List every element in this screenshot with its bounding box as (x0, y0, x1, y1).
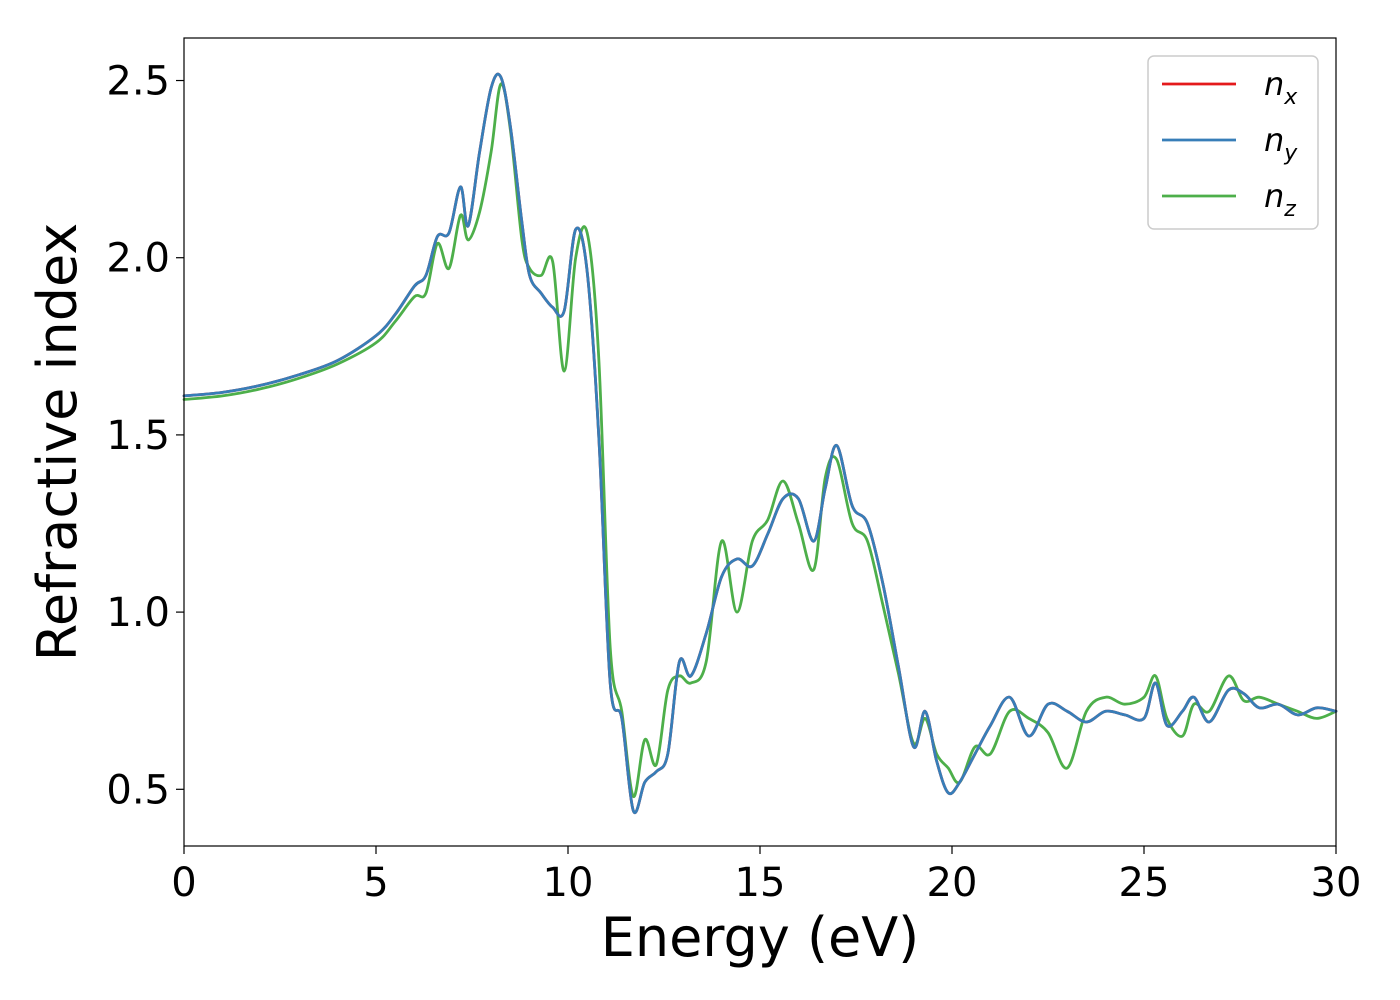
series-line-ny (182, 72, 1338, 815)
series-layer (182, 72, 1338, 815)
y-axis-ticks: 0.5 1.0 1.5 2.0 2.5 (106, 59, 184, 813)
legend-label-ny: ny (1264, 121, 1298, 166)
legend: nx ny nz (1147, 55, 1319, 230)
legend-label-nz: nz (1264, 177, 1296, 222)
y-tick-label: 0.5 (106, 767, 170, 813)
x-tick-label: 15 (735, 860, 786, 906)
x-tick-label: 30 (1311, 860, 1362, 906)
x-axis-ticks: 0 5 10 15 20 25 30 (171, 846, 1361, 906)
y-axis-label: Refractive index (26, 223, 89, 662)
legend-box (1147, 55, 1319, 230)
x-tick-label: 25 (1119, 860, 1170, 906)
y-tick-label: 1.0 (106, 590, 170, 636)
legend-items: nx ny nz (1162, 65, 1298, 222)
x-axis-label: Energy (eV) (601, 906, 920, 969)
y-tick-label: 2.0 (106, 236, 170, 282)
legend-label-nx: nx (1264, 65, 1298, 110)
x-tick-label: 5 (363, 860, 388, 906)
y-tick-label: 2.5 (106, 59, 170, 105)
x-tick-label: 10 (543, 860, 594, 906)
y-tick-label: 1.5 (106, 413, 170, 459)
x-tick-label: 0 (171, 860, 196, 906)
x-tick-label: 20 (927, 860, 978, 906)
series-line-nz (182, 82, 1338, 798)
